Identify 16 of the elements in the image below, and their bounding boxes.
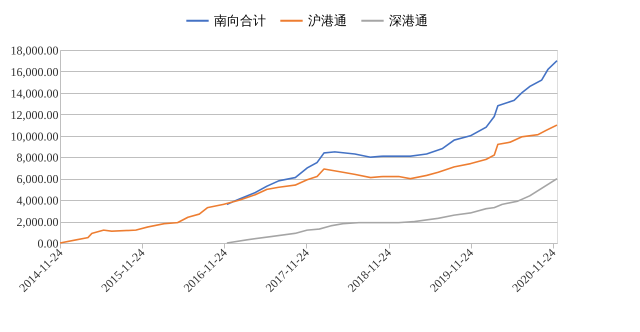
y-tick-label: 10,000.00 — [10, 129, 58, 144]
y-tick-label: 12,000.00 — [10, 108, 58, 122]
y-tick-label: 4,000.00 — [16, 194, 58, 208]
legend-label: 南向合计 — [214, 14, 266, 29]
y-tick-label: 2,000.00 — [16, 215, 58, 230]
line-series — [226, 178, 558, 244]
y-tick-label: 14,000.00 — [10, 86, 58, 100]
line-series — [226, 60, 558, 206]
legend-label: 深港通 — [389, 14, 428, 29]
y-tick-label: 18,000.00 — [10, 44, 58, 58]
y-tick-label: 0.00 — [38, 236, 58, 250]
y-tick-label: 8,000.00 — [16, 150, 58, 165]
y-tick-label: 16,000.00 — [10, 64, 58, 79]
legend-label: 沪港通 — [308, 12, 347, 29]
line-series — [59, 124, 558, 244]
y-tick-label: 6,000.00 — [16, 172, 58, 186]
